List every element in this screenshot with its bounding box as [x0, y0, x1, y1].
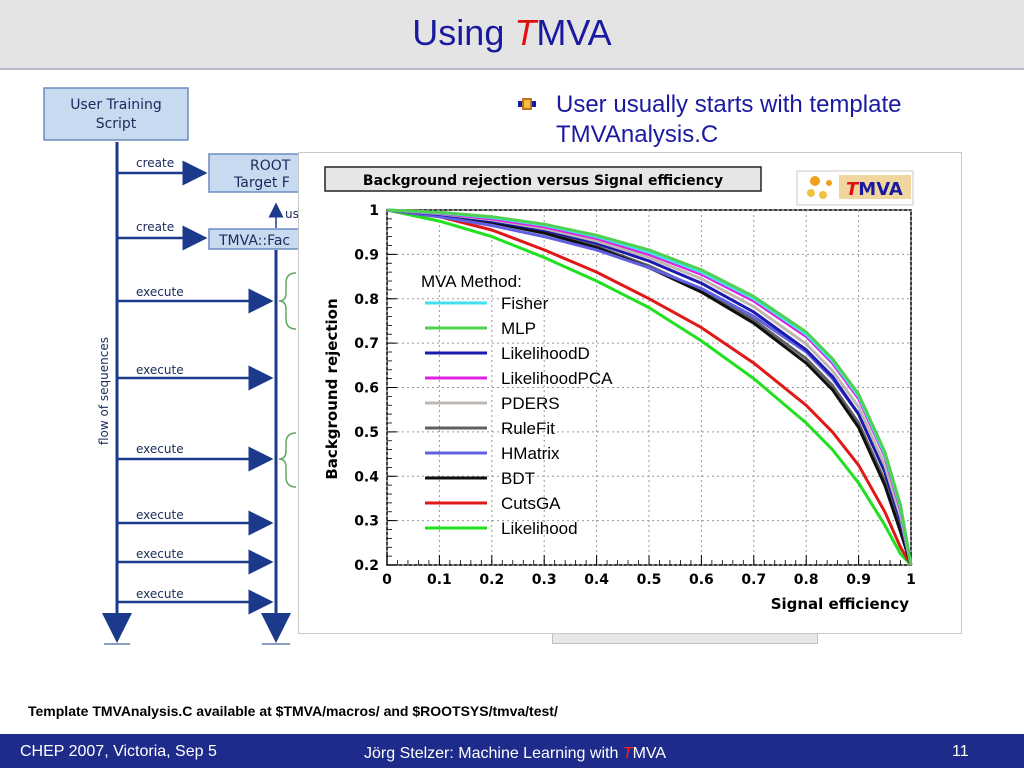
y-tick-label-7: 0.9 [354, 247, 379, 263]
flow-label: flow of sequences [97, 337, 111, 445]
user-script-box [43, 87, 189, 141]
logo-bar [839, 175, 911, 199]
chart-title: Background rejection versus Signal effic… [363, 173, 723, 189]
footer: CHEP 2007, Victoria, Sep 5 Jörg Stelzer:… [0, 734, 1024, 768]
footer-center: Jörg Stelzer: Machine Learning with TMVA [364, 745, 666, 763]
y-tick-label-4: 0.6 [354, 381, 379, 397]
legend-label-likelihoodd: LikelihoodD [501, 344, 590, 363]
x-tick-label-4: 0.4 [584, 572, 609, 588]
y-tick-label-3: 0.5 [354, 425, 379, 441]
chart-title-box [324, 166, 762, 192]
arrow-label-5: execute [136, 442, 184, 456]
x-tick-label-6: 0.6 [689, 572, 714, 588]
footer-left: CHEP 2007, Victoria, Sep 5 [20, 743, 217, 760]
footer-center-prefix: Jörg Stelzer: Machine Learning with [364, 745, 623, 762]
y-axis-label: Background rejection [323, 298, 341, 479]
arrow-label-6: execute [136, 508, 184, 522]
legend-title: MVA Method: [421, 272, 522, 291]
logo-dot-3 [819, 191, 827, 199]
flow-diagram: User Training Script ROOT Target F us TM… [43, 87, 320, 645]
root-box-line2: Target F [233, 175, 290, 191]
x-tick-label-3: 0.3 [532, 572, 557, 588]
x-tick-label-7: 0.7 [741, 572, 766, 588]
brace-2 [278, 432, 297, 488]
bullet-icon [518, 98, 536, 110]
legend-label-likelihood: Likelihood [501, 519, 578, 538]
curves [386, 208, 913, 567]
title-t-letter: T [514, 12, 537, 53]
y-tick-label-0: 0.2 [354, 558, 379, 574]
factory-label: TMVA::Fac [218, 233, 290, 249]
brace-1 [278, 272, 297, 330]
roc-chart: Background rejection versus Signal effic… [323, 166, 916, 613]
x-tick-label-2: 0.2 [479, 572, 504, 588]
logo-dot-4 [826, 180, 832, 186]
legend-label-mlp: MLP [501, 319, 536, 338]
root-box-line1: ROOT [250, 158, 291, 174]
x-tick-label-10: 1 [906, 572, 916, 588]
y-tick-label-5: 0.7 [354, 336, 379, 352]
ticks: 0 0.1 0.2 0.3 0.4 0.5 0.6 0.7 0.8 0.9 1 0.2 0.3 0.4 0.… [354, 203, 916, 588]
bullet-text: User usually starts with template TMVAna… [556, 91, 902, 148]
series-line-bdt [386, 208, 913, 566]
title-rest: MVA [536, 12, 612, 53]
x-axis-label: Signal efficiency [771, 595, 910, 613]
series-line-mlp [386, 208, 913, 566]
footer-center-rest: MVA [632, 745, 667, 762]
legend-label-fisher: Fisher [501, 294, 549, 313]
user-script-line2: Script [96, 116, 137, 132]
legend-label-likelihoodpca: LikelihoodPCA [501, 369, 613, 388]
chart-panel: Background rejection versus Signal effic… [298, 152, 962, 634]
arrow-label-1: create [136, 156, 174, 170]
arrow-label-8: execute [136, 587, 184, 601]
title-bar: Using TMVA [0, 0, 1024, 70]
logo-text: TMVA [846, 179, 903, 200]
logo-dot-1 [810, 176, 820, 186]
footer-t-letter: T [622, 745, 633, 762]
page-number: 11 [952, 743, 969, 760]
uses-label: us [285, 207, 299, 221]
footnote: Template TMVAnalysis.C available at $TMV… [28, 703, 558, 719]
arrow-label-4: execute [136, 363, 184, 377]
y-tick-label-8: 1 [369, 203, 379, 219]
series-line-cutsga [386, 208, 913, 566]
x-tick-label-8: 0.8 [794, 572, 819, 588]
legend: MVA Method: Fisher MLP LikelihoodD Likeliho… [421, 272, 613, 538]
arrow-label-2: create [136, 220, 174, 234]
legend-label-bdt: BDT [501, 469, 535, 488]
slide-title: Using TMVA [0, 12, 1024, 54]
series-line-likelihood [386, 208, 913, 567]
x-tick-label-5: 0.5 [637, 572, 662, 588]
legend-label-hmatrix: HMatrix [501, 444, 560, 463]
legend-label-rulefit: RuleFit [501, 419, 555, 438]
logo-dot-2 [807, 189, 815, 197]
arrow-label-3: execute [136, 285, 184, 299]
user-script-line1: User Training [70, 97, 162, 113]
x-tick-label-1: 0.1 [427, 572, 452, 588]
y-tick-label-6: 0.8 [354, 292, 379, 308]
legend-label-pders: PDERS [501, 394, 560, 413]
grid [386, 209, 912, 566]
x-tick-label-9: 0.9 [846, 572, 871, 588]
title-prefix: Using [412, 12, 515, 53]
y-tick-label-1: 0.3 [354, 514, 379, 530]
x-tick-label-0: 0 [382, 572, 392, 588]
legend-label-cutsga: CutsGA [501, 494, 561, 513]
arrow-label-7: execute [136, 547, 184, 561]
y-tick-label-2: 0.4 [354, 469, 379, 485]
